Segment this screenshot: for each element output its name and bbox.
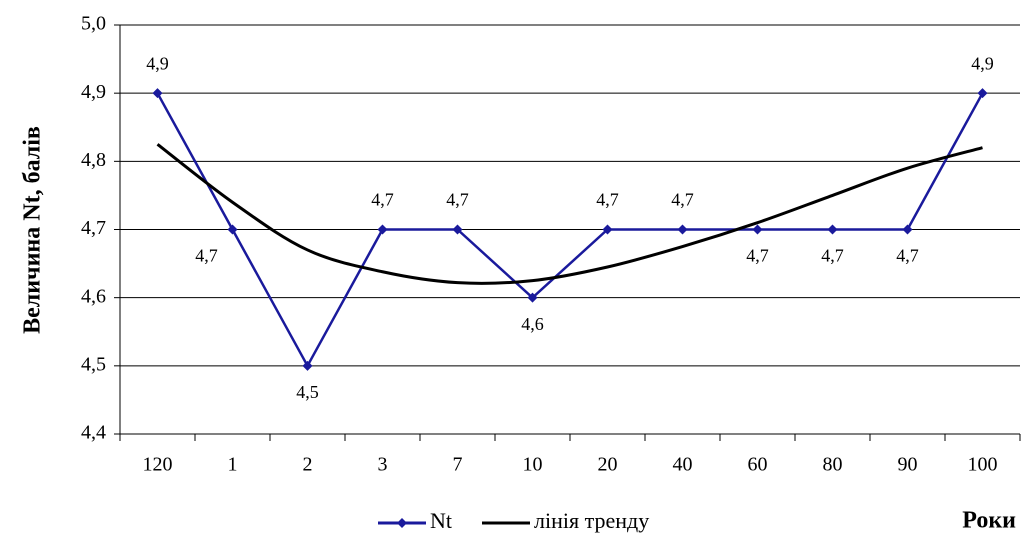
marker [377, 224, 388, 235]
x-tick-label: 7 [453, 454, 463, 476]
data-label: 4,7 [446, 190, 469, 210]
x-tick-label: 90 [898, 454, 918, 476]
x-tick-label: 2 [303, 454, 313, 476]
data-label: 4,9 [146, 53, 169, 73]
marker [827, 224, 838, 235]
x-tick-label: 10 [523, 454, 543, 476]
x-tick-label: 20 [598, 454, 618, 476]
data-label: 4,7 [371, 190, 394, 210]
x-tick-label: 40 [673, 454, 693, 476]
marker [902, 224, 913, 235]
marker [152, 88, 163, 99]
legend-label: Nt [430, 508, 452, 533]
data-label: 4,7 [896, 246, 919, 266]
marker [677, 224, 688, 235]
y-axis-title: Величина Nt, балів [20, 126, 46, 334]
legend-marker [397, 518, 407, 528]
marker [977, 88, 988, 99]
x-tick-label: 1 [228, 454, 238, 476]
x-tick-label: 3 [378, 454, 388, 476]
data-label: 4,7 [671, 190, 694, 210]
data-label: 4,7 [821, 246, 844, 266]
series-line [156, 92, 984, 369]
marker [752, 224, 763, 235]
trend-line [156, 143, 983, 285]
y-tick-label: 5,0 [81, 13, 106, 35]
y-tick-label: 4,6 [81, 285, 106, 307]
marker [302, 360, 313, 371]
x-tick-label: 100 [968, 454, 998, 476]
data-label: 4,7 [596, 190, 619, 210]
data-label: 4,5 [296, 382, 319, 402]
x-tick-label: 60 [748, 454, 768, 476]
marker [602, 224, 613, 235]
y-tick-label: 4,9 [81, 81, 106, 103]
marker [227, 224, 238, 235]
x-tick-label: 120 [143, 454, 173, 476]
marker [452, 224, 463, 235]
y-tick-label: 4,8 [81, 149, 106, 171]
data-label: 4,7 [746, 246, 769, 266]
data-label: 4,7 [195, 246, 218, 266]
legend-label: лінія тренду [534, 508, 649, 533]
x-axis-title: Роки [962, 508, 1016, 534]
x-tick-label: 80 [823, 454, 843, 476]
marker [527, 292, 538, 303]
data-label: 4,9 [971, 53, 994, 73]
data-label: 4,6 [521, 314, 544, 334]
y-tick-label: 4,7 [81, 217, 106, 239]
y-tick-label: 4,5 [81, 353, 106, 375]
y-tick-label: 4,4 [81, 422, 106, 444]
